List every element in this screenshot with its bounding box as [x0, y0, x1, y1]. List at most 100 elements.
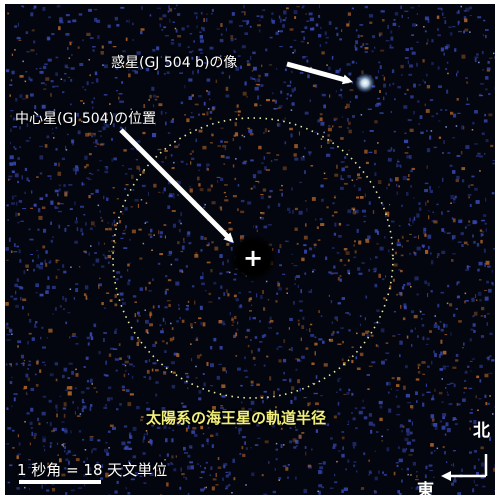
speckle	[388, 183, 390, 186]
speckle	[430, 290, 433, 293]
speckle	[6, 259, 9, 261]
speckle	[98, 130, 102, 132]
speckle	[43, 88, 47, 90]
speckle	[51, 33, 55, 36]
speckle	[202, 373, 205, 375]
speckle	[397, 446, 400, 449]
speckle	[103, 94, 108, 96]
speckle	[31, 190, 33, 194]
speckle	[456, 98, 459, 101]
speckle	[57, 193, 59, 197]
speckle	[173, 161, 175, 164]
speckle	[208, 301, 213, 303]
speckle	[233, 477, 236, 481]
speckle	[214, 246, 219, 251]
speckle	[451, 235, 456, 239]
speckle	[410, 405, 414, 409]
speckle	[467, 365, 470, 368]
speckle	[408, 174, 410, 177]
speckle	[253, 357, 255, 359]
speckle	[76, 227, 79, 232]
speckle	[52, 285, 56, 289]
speckle	[412, 23, 416, 27]
speckle	[165, 288, 169, 291]
speckle	[163, 72, 166, 75]
speckle	[98, 284, 100, 289]
speckle	[66, 452, 69, 455]
speckle	[235, 332, 238, 337]
sky-field: +	[5, 4, 495, 495]
speckle	[243, 4, 245, 9]
speckle	[85, 132, 90, 137]
speckle	[413, 83, 416, 88]
speckle	[356, 367, 361, 370]
speckle	[398, 185, 400, 188]
speckle	[286, 97, 288, 100]
speckle	[273, 108, 278, 110]
speckle	[113, 242, 117, 244]
speckle	[100, 51, 104, 55]
speckle	[49, 373, 54, 377]
speckle	[424, 103, 426, 107]
speckle	[416, 400, 418, 403]
speckle	[485, 88, 488, 91]
speckle	[428, 215, 430, 220]
speckle	[389, 178, 392, 181]
speckle	[220, 394, 222, 397]
speckle	[221, 395, 226, 398]
speckle	[468, 184, 470, 189]
speckle	[374, 172, 377, 177]
speckle	[334, 211, 338, 214]
speckle	[281, 184, 283, 187]
speckle	[55, 404, 58, 409]
speckle	[93, 387, 97, 389]
speckle	[246, 328, 250, 332]
speckle	[483, 119, 488, 123]
speckle	[305, 223, 307, 227]
speckle	[378, 273, 381, 278]
speckle	[310, 27, 314, 31]
speckle	[200, 235, 204, 240]
speckle	[395, 395, 398, 398]
speckle	[238, 422, 242, 426]
speckle	[202, 145, 207, 150]
speckle	[373, 270, 376, 273]
speckle	[492, 282, 494, 286]
speckle	[359, 315, 362, 317]
speckle	[400, 5, 402, 9]
speckle	[305, 200, 307, 202]
speckle	[84, 484, 86, 487]
speckle	[224, 141, 229, 143]
speckle	[262, 290, 264, 294]
speckle	[339, 377, 341, 379]
speckle	[250, 339, 252, 341]
speckle	[409, 217, 411, 222]
speckle	[464, 226, 467, 229]
speckle	[44, 448, 46, 452]
speckle	[210, 385, 214, 387]
speckle	[67, 391, 72, 396]
speckle	[429, 470, 433, 472]
speckle	[192, 427, 197, 430]
speckle	[485, 76, 489, 80]
speckle	[418, 207, 422, 211]
speckle	[365, 161, 369, 164]
speckle	[151, 368, 154, 372]
speckle	[131, 174, 134, 179]
speckle	[233, 315, 237, 320]
speckle	[114, 490, 118, 494]
speckle	[68, 184, 73, 186]
speckle	[381, 278, 385, 281]
speckle	[454, 477, 456, 480]
speckle	[255, 225, 258, 229]
speckle	[400, 64, 404, 69]
speckle	[415, 487, 420, 490]
speckle	[28, 228, 31, 231]
speckle	[348, 356, 351, 358]
speckle	[406, 240, 409, 242]
speckle	[255, 83, 260, 85]
speckle	[430, 260, 434, 265]
speckle	[13, 146, 15, 148]
speckle	[348, 272, 350, 275]
speckle	[254, 103, 258, 107]
